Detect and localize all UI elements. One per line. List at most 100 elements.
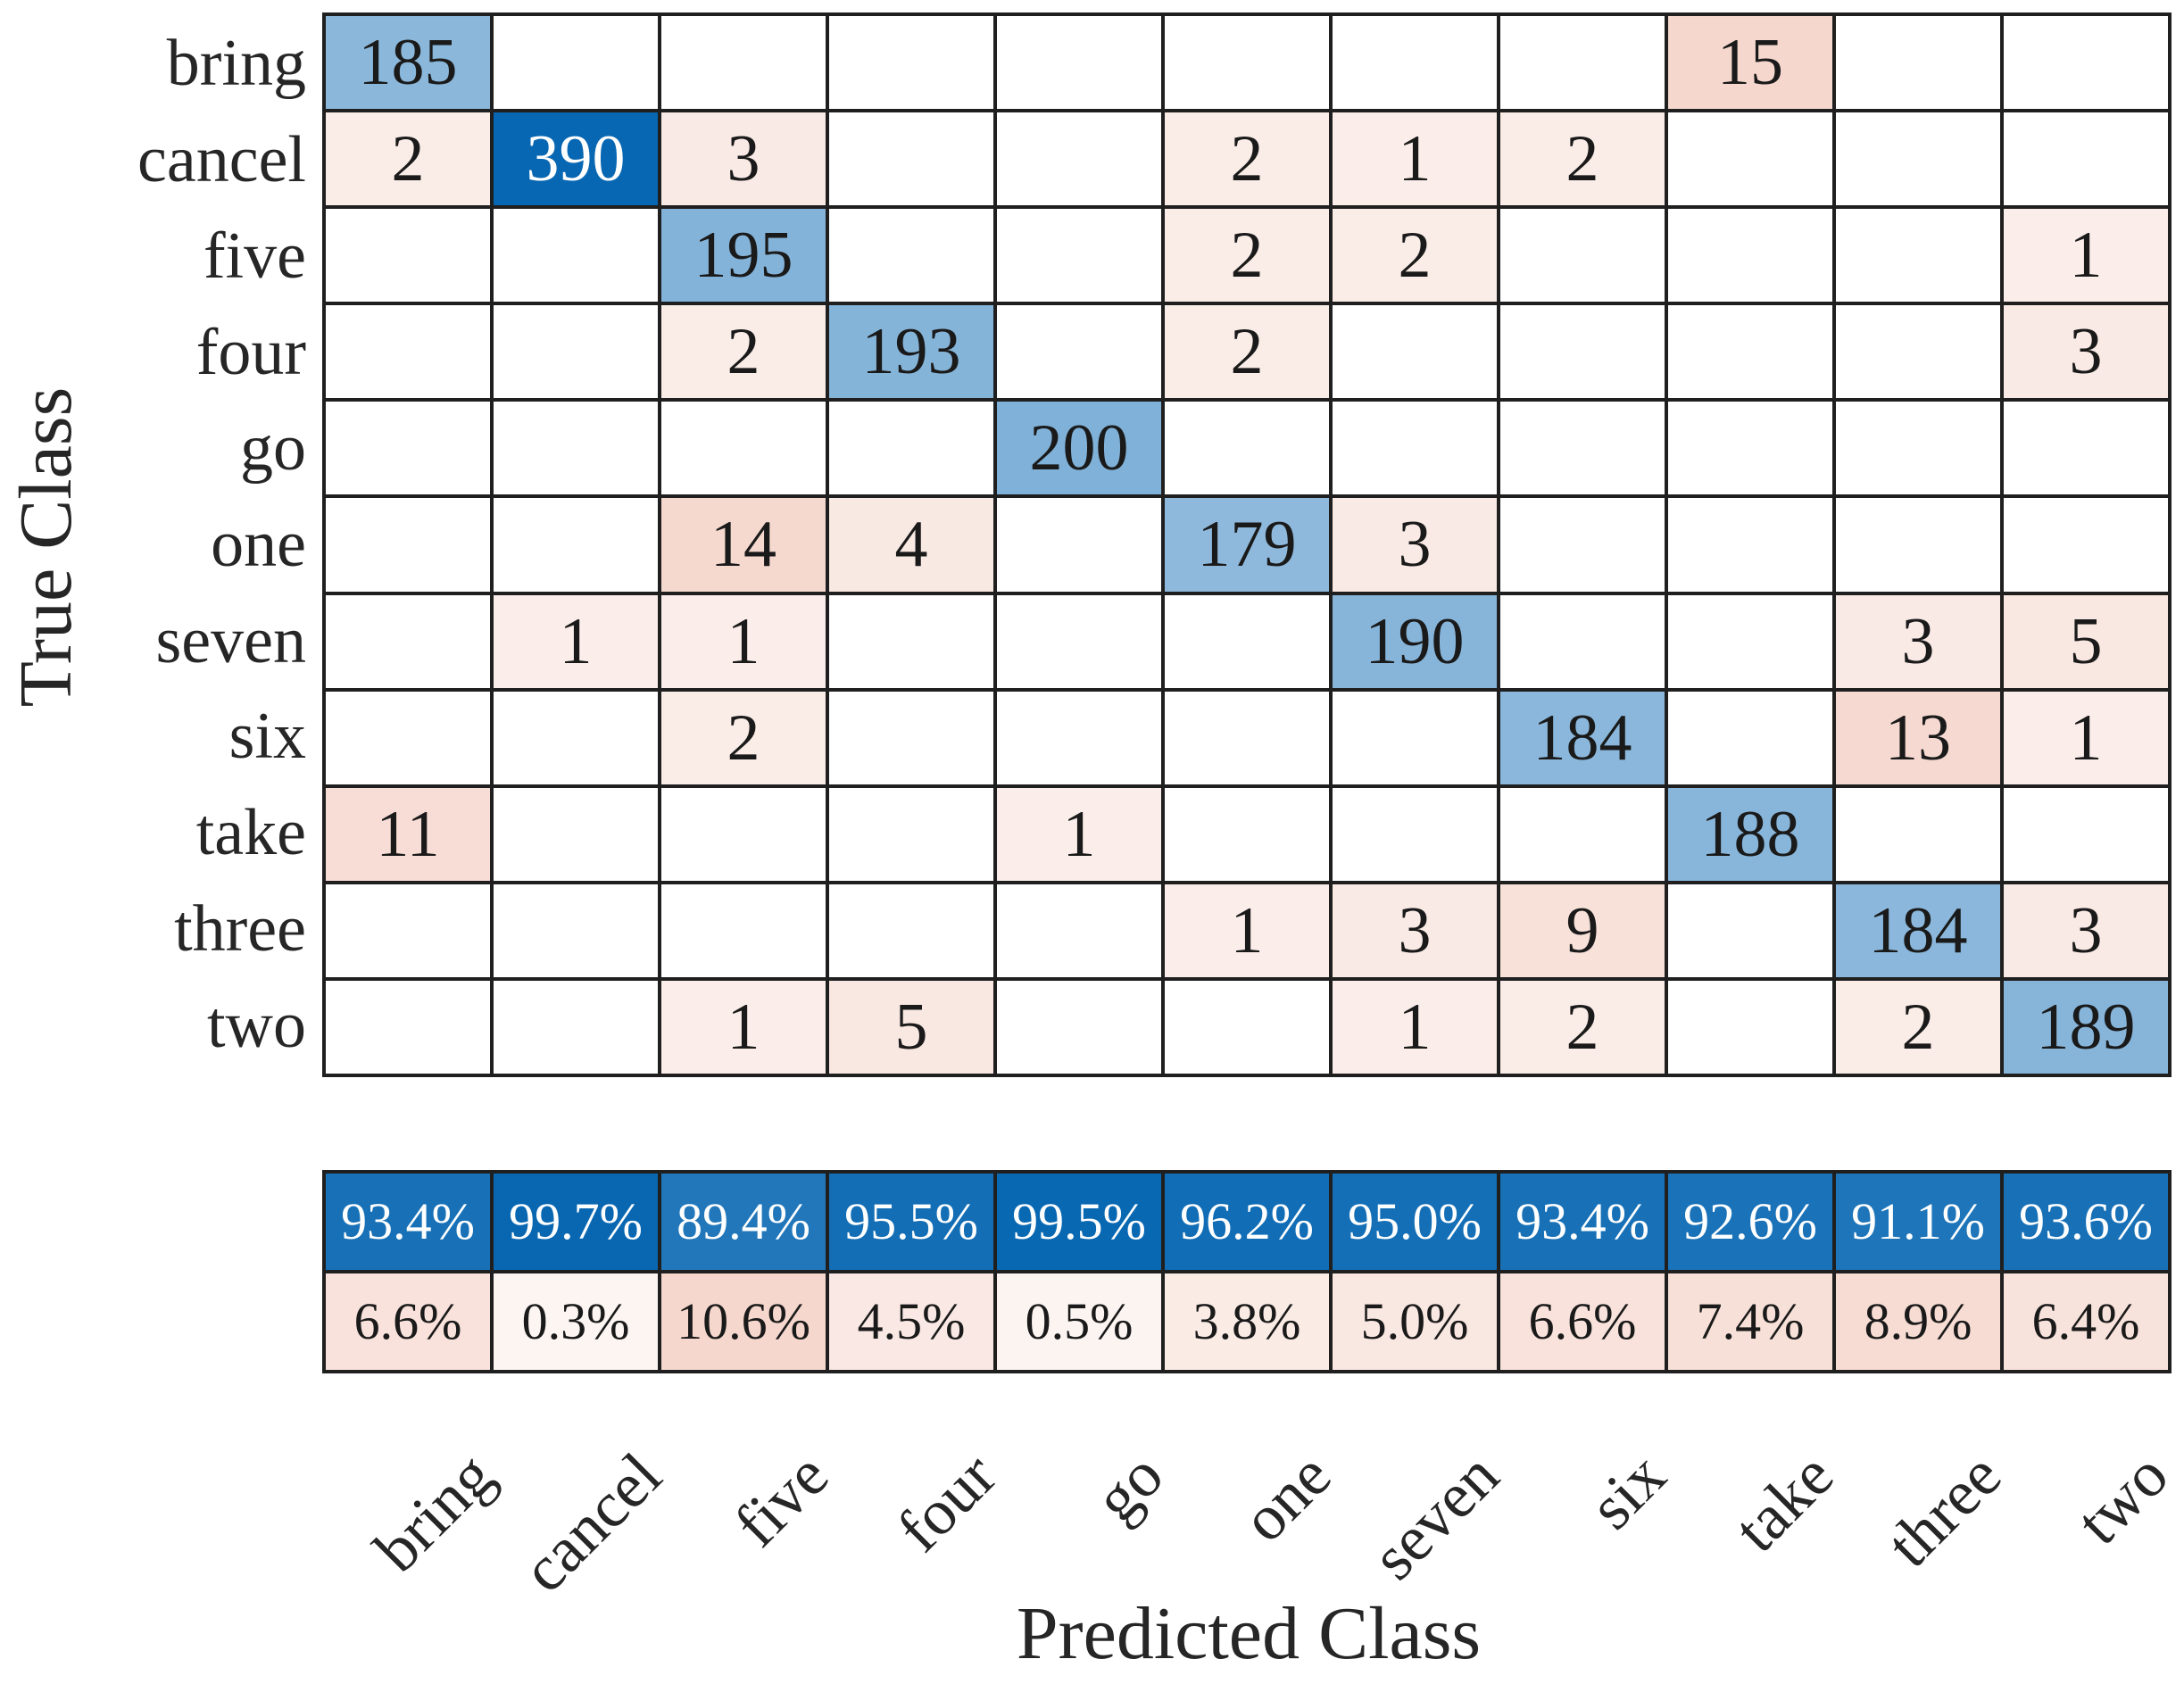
matrix-cell — [494, 402, 658, 495]
matrix-cell: 2 — [1333, 209, 1497, 303]
summary-cell-correct: 92.6% — [1668, 1174, 1832, 1270]
summary-cell-incorrect: 6.6% — [1500, 1273, 1665, 1370]
matrix-cell — [1165, 787, 1329, 881]
matrix-cell: 2 — [1500, 980, 1665, 1074]
y-tick-label: six — [228, 700, 306, 774]
summary-cell-correct: 93.6% — [2004, 1174, 2168, 1270]
matrix-cell — [494, 980, 658, 1074]
y-tick-label: three — [174, 892, 306, 966]
x-tick-label: four — [883, 1439, 1010, 1566]
matrix-cell: 1 — [1333, 980, 1497, 1074]
matrix-cell — [997, 16, 1161, 110]
matrix-cell — [1836, 305, 2000, 399]
matrix-cell — [1500, 498, 1665, 592]
summary-cell-incorrect: 0.3% — [494, 1273, 658, 1370]
matrix-cell — [494, 883, 658, 977]
summary-cell-correct: 99.5% — [997, 1174, 1161, 1270]
matrix-cell — [326, 594, 490, 688]
matrix-cell — [2004, 16, 2168, 110]
matrix-cell — [1333, 402, 1497, 495]
matrix-cell — [326, 402, 490, 495]
matrix-cell — [1500, 594, 1665, 688]
y-tick-label: take — [195, 796, 306, 870]
matrix-cell — [1668, 980, 1832, 1074]
matrix-cell — [1668, 112, 1832, 206]
matrix-cell — [829, 209, 993, 303]
matrix-cell: 5 — [829, 980, 993, 1074]
matrix-cell — [1165, 594, 1329, 688]
matrix-cell: 11 — [326, 787, 490, 881]
summary-cell-correct: 99.7% — [494, 1174, 658, 1270]
matrix-cell — [997, 883, 1161, 977]
summary-cell-incorrect: 0.5% — [997, 1273, 1161, 1370]
matrix-cell: 1 — [661, 980, 826, 1074]
matrix-cell — [997, 498, 1161, 592]
matrix-cell: 190 — [1333, 594, 1497, 688]
matrix-cell: 3 — [1333, 883, 1497, 977]
matrix-cell — [1333, 787, 1497, 881]
matrix-cell — [2004, 112, 2168, 206]
summary-cell-correct: 95.0% — [1333, 1174, 1497, 1270]
matrix-cell: 4 — [829, 498, 993, 592]
y-tick-label: cancel — [137, 123, 306, 197]
matrix-cell: 184 — [1500, 691, 1665, 784]
matrix-cell — [661, 787, 826, 881]
summary-cell-incorrect: 5.0% — [1333, 1273, 1497, 1370]
matrix-cell — [1668, 594, 1832, 688]
summary-cell-correct: 91.1% — [1836, 1174, 2000, 1270]
matrix-cell — [1500, 209, 1665, 303]
matrix-cell — [1165, 402, 1329, 495]
matrix-cell: 5 — [2004, 594, 2168, 688]
matrix-cell: 3 — [661, 112, 826, 206]
matrix-cell — [1836, 402, 2000, 495]
y-tick-label: two — [207, 988, 306, 1062]
matrix-cell — [1668, 691, 1832, 784]
matrix-cell: 15 — [1668, 16, 1832, 110]
matrix-cell: 1 — [1333, 112, 1497, 206]
matrix-cell — [997, 980, 1161, 1074]
matrix-cell — [326, 498, 490, 592]
summary-cell-incorrect: 10.6% — [661, 1273, 826, 1370]
matrix-cell — [494, 498, 658, 592]
matrix-cell — [1668, 402, 1832, 495]
matrix-cell — [2004, 498, 2168, 592]
matrix-cell: 184 — [1836, 883, 2000, 977]
matrix-cell — [1165, 16, 1329, 110]
matrix-cell — [1836, 112, 2000, 206]
matrix-cell — [494, 16, 658, 110]
matrix-cell — [326, 305, 490, 399]
summary-cell-correct: 89.4% — [661, 1174, 826, 1270]
matrix-cell — [1500, 787, 1665, 881]
matrix-cell — [997, 691, 1161, 784]
matrix-cell — [829, 691, 993, 784]
summary-cell-incorrect: 6.6% — [326, 1273, 490, 1370]
matrix-cell: 9 — [1500, 883, 1665, 977]
matrix-cell: 390 — [494, 112, 658, 206]
matrix-cell — [997, 305, 1161, 399]
summary-cell-incorrect: 7.4% — [1668, 1273, 1832, 1370]
summary-cell-incorrect: 3.8% — [1165, 1273, 1329, 1370]
matrix-cell: 1 — [997, 787, 1161, 881]
matrix-cell — [829, 16, 993, 110]
matrix-cell: 3 — [1333, 498, 1497, 592]
matrix-cell — [661, 402, 826, 495]
matrix-cell — [829, 594, 993, 688]
x-axis-title: Predicted Class — [1016, 1592, 1482, 1675]
x-tick-label: bring — [361, 1439, 508, 1586]
y-tick-label: one — [211, 507, 306, 581]
matrix-cell: 195 — [661, 209, 826, 303]
matrix-cell: 14 — [661, 498, 826, 592]
matrix-cell: 2 — [661, 691, 826, 784]
matrix-cell: 2 — [1500, 112, 1665, 206]
matrix-cell — [1333, 691, 1497, 784]
matrix-cell: 2 — [326, 112, 490, 206]
matrix-cell — [1668, 305, 1832, 399]
matrix-cell — [1500, 16, 1665, 110]
summary-cell-incorrect: 6.4% — [2004, 1273, 2168, 1370]
matrix-cell — [494, 209, 658, 303]
confusion-matrix-grid: 185 15 2 390 3 2 1 2 195 2 2 1 2 193 2 3 200 14 4 179 3 1 1 190… — [322, 12, 2172, 1077]
matrix-cell — [494, 305, 658, 399]
matrix-cell — [1165, 980, 1329, 1074]
x-tick-label: go — [1081, 1439, 1177, 1536]
matrix-cell — [1165, 691, 1329, 784]
